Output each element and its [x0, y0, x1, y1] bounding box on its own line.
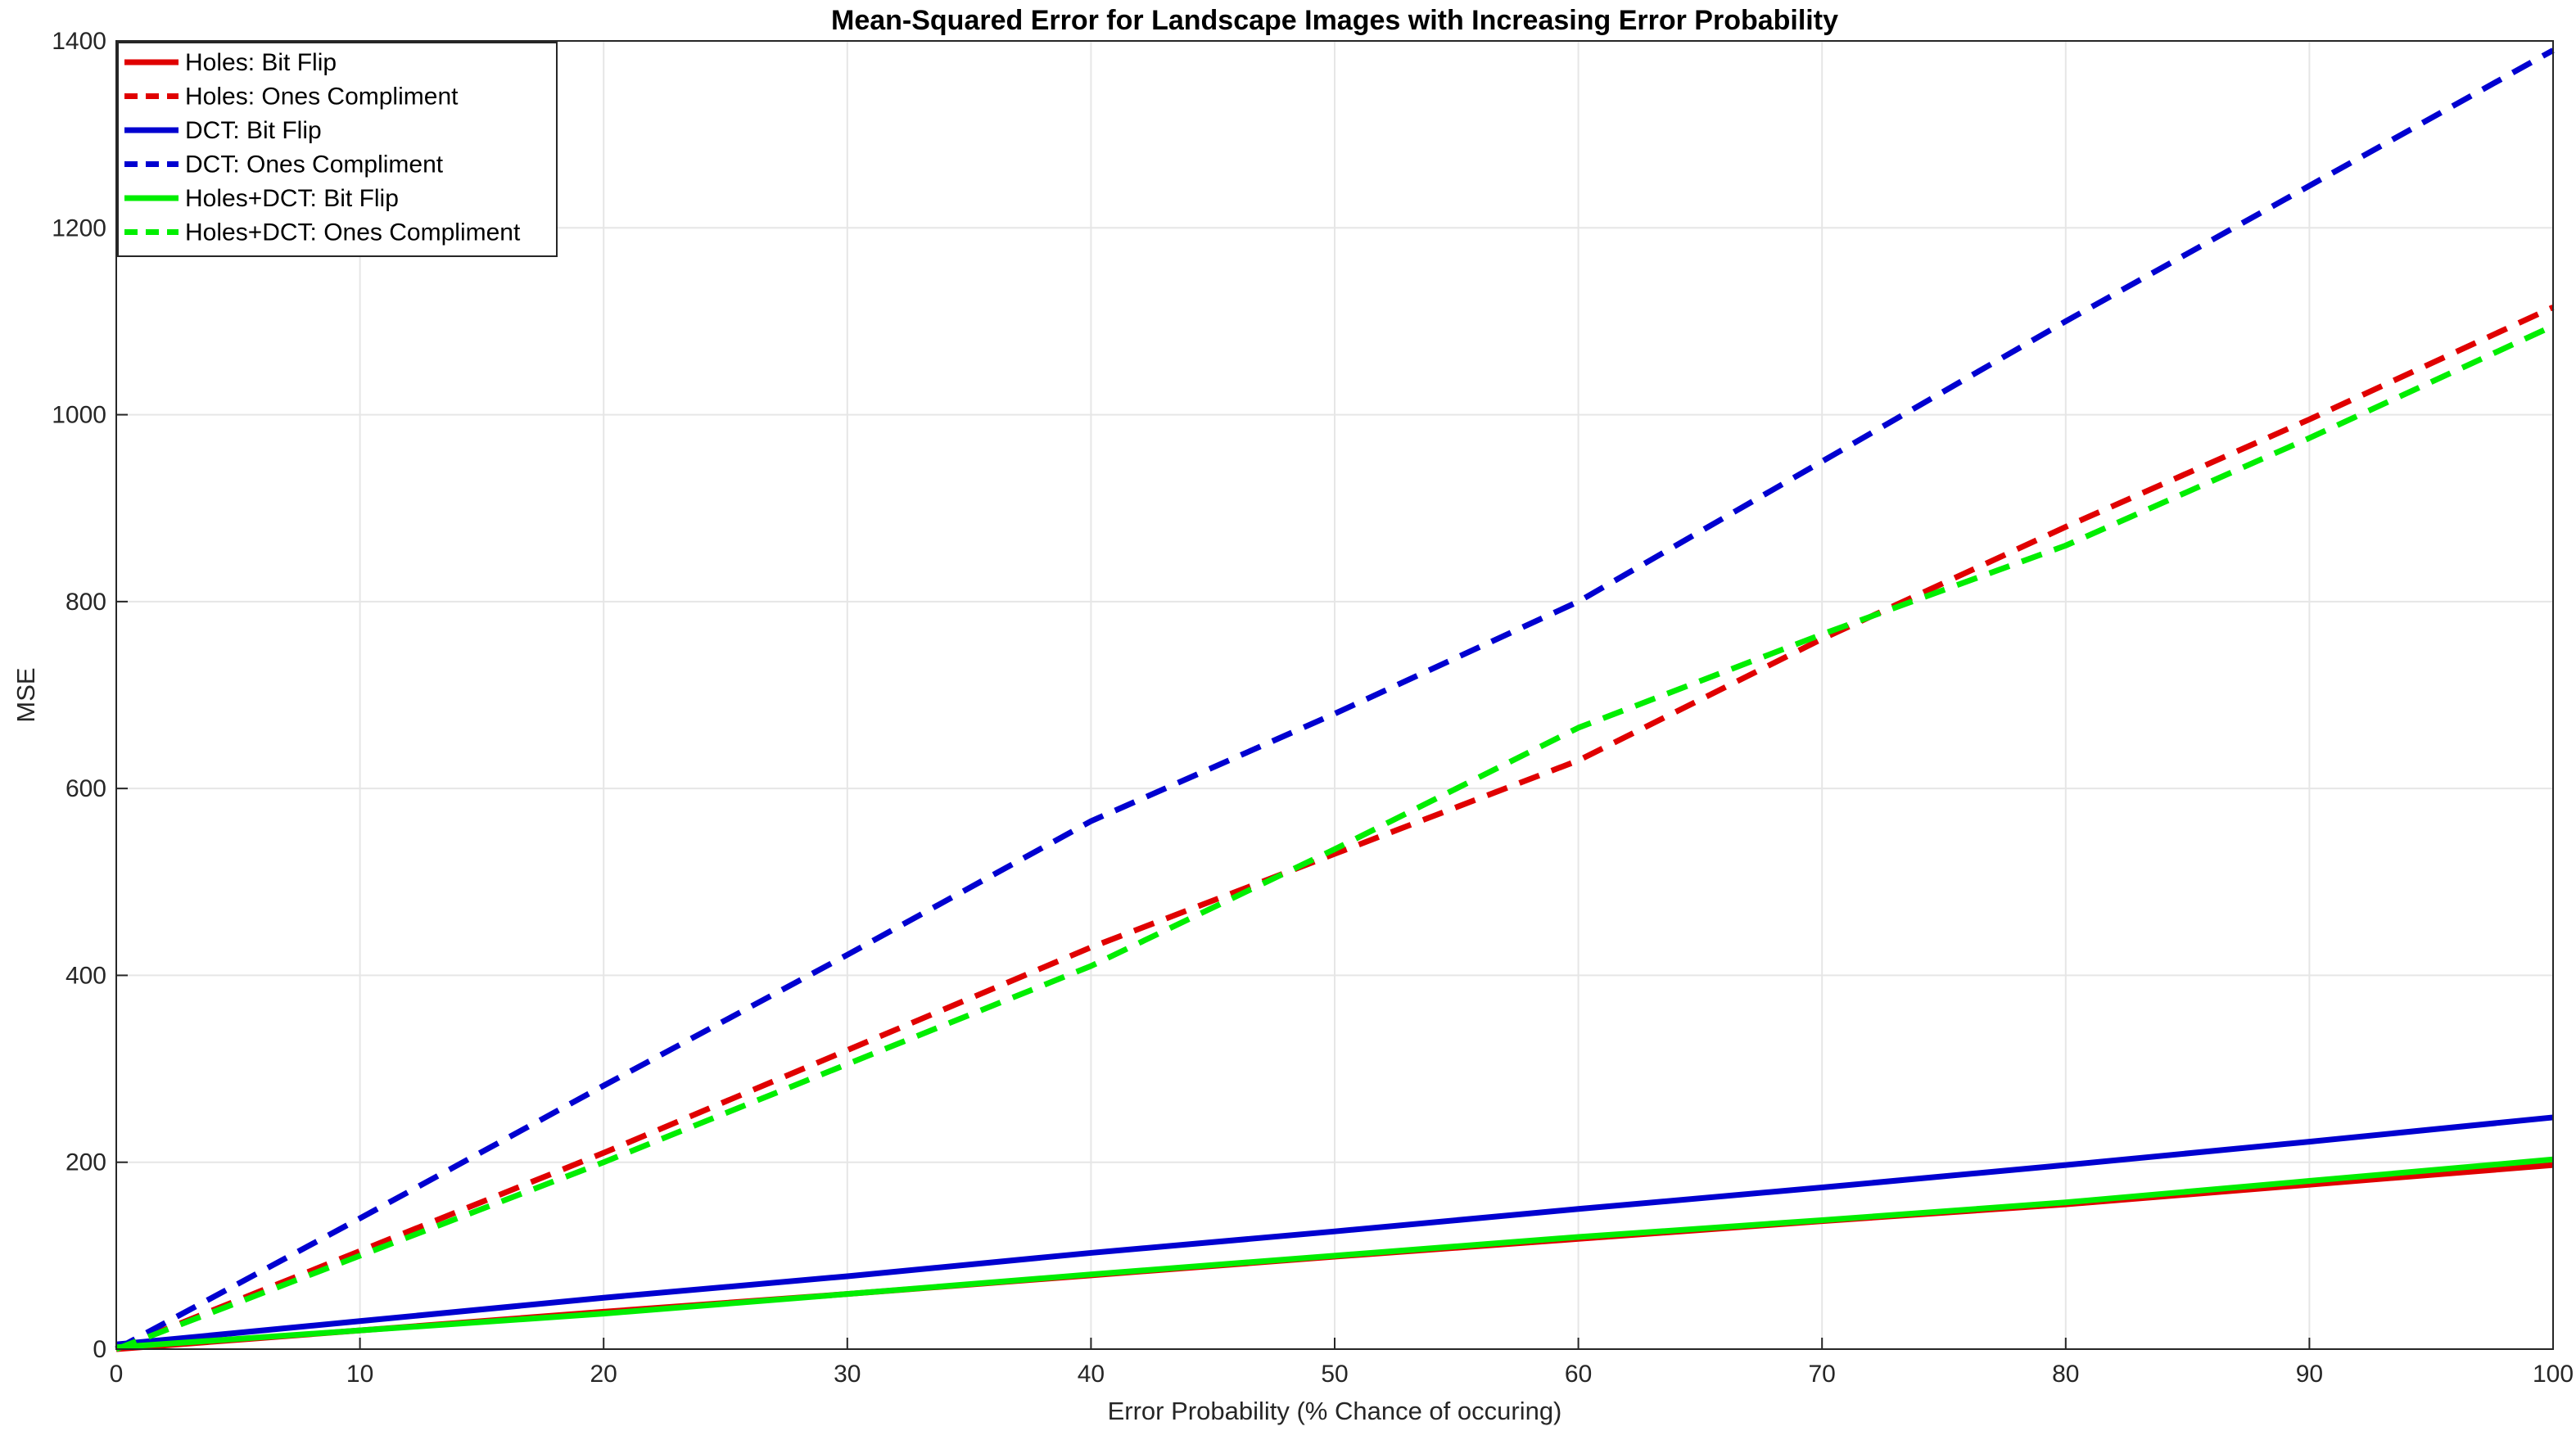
y-tick-label: 1200 [52, 214, 106, 242]
x-tick-label: 20 [590, 1361, 617, 1388]
legend-entry-label: DCT: Ones Compliment [185, 151, 444, 178]
chart-title: Mean-Squared Error for Landscape Images … [831, 5, 1838, 36]
x-tick-label: 70 [1809, 1361, 1836, 1388]
y-tick-label: 600 [66, 775, 106, 802]
x-tick-label: 10 [346, 1361, 373, 1388]
y-tick-label: 800 [66, 589, 106, 616]
series-lines [115, 47, 2555, 1352]
x-tick-label: 90 [2296, 1361, 2323, 1388]
series-line-5 [115, 1156, 2554, 1351]
x-axis-label: Error Probability (% Chance of occuring) [1108, 1397, 1562, 1425]
grid-lines [116, 41, 2553, 1349]
series-line-3 [115, 1114, 2554, 1347]
axis-ticks: 0 10 20 30 40 50 60 70 80 90 100020040060080010001… [52, 28, 2574, 1388]
x-tick-label: 100 [2533, 1361, 2574, 1388]
x-tick-label: 0 [110, 1361, 124, 1388]
y-tick-label: 400 [66, 962, 106, 989]
legend-entry-label: Holes+DCT: Bit Flip [185, 185, 399, 212]
x-tick-label: 50 [1321, 1361, 1348, 1388]
series-line-4 [115, 47, 2555, 1352]
x-tick-label: 40 [1078, 1361, 1105, 1388]
legend-entry-label: DCT: Bit Flip [185, 117, 322, 144]
x-tick-label: 60 [1565, 1361, 1592, 1388]
legend-entry-label: Holes: Ones Compliment [185, 84, 459, 111]
x-tick-label: 30 [834, 1361, 861, 1388]
series-line-6 [115, 323, 2555, 1352]
x-tick-label: 80 [2052, 1361, 2079, 1388]
legend-entry-label: Holes+DCT: Ones Compliment [185, 219, 521, 246]
legend-box [117, 42, 558, 257]
y-tick-label: 1400 [52, 28, 106, 55]
y-axis-label: MSE [11, 667, 40, 722]
series-line-2 [115, 305, 2555, 1352]
legend-entry-label: Holes: Bit Flip [185, 49, 337, 76]
legend: Holes: Bit Flip Holes: Ones Compliment DCT… [117, 42, 558, 257]
y-tick-label: 0 [93, 1336, 106, 1363]
y-tick-label: 1000 [52, 402, 106, 429]
y-tick-label: 200 [66, 1149, 106, 1176]
